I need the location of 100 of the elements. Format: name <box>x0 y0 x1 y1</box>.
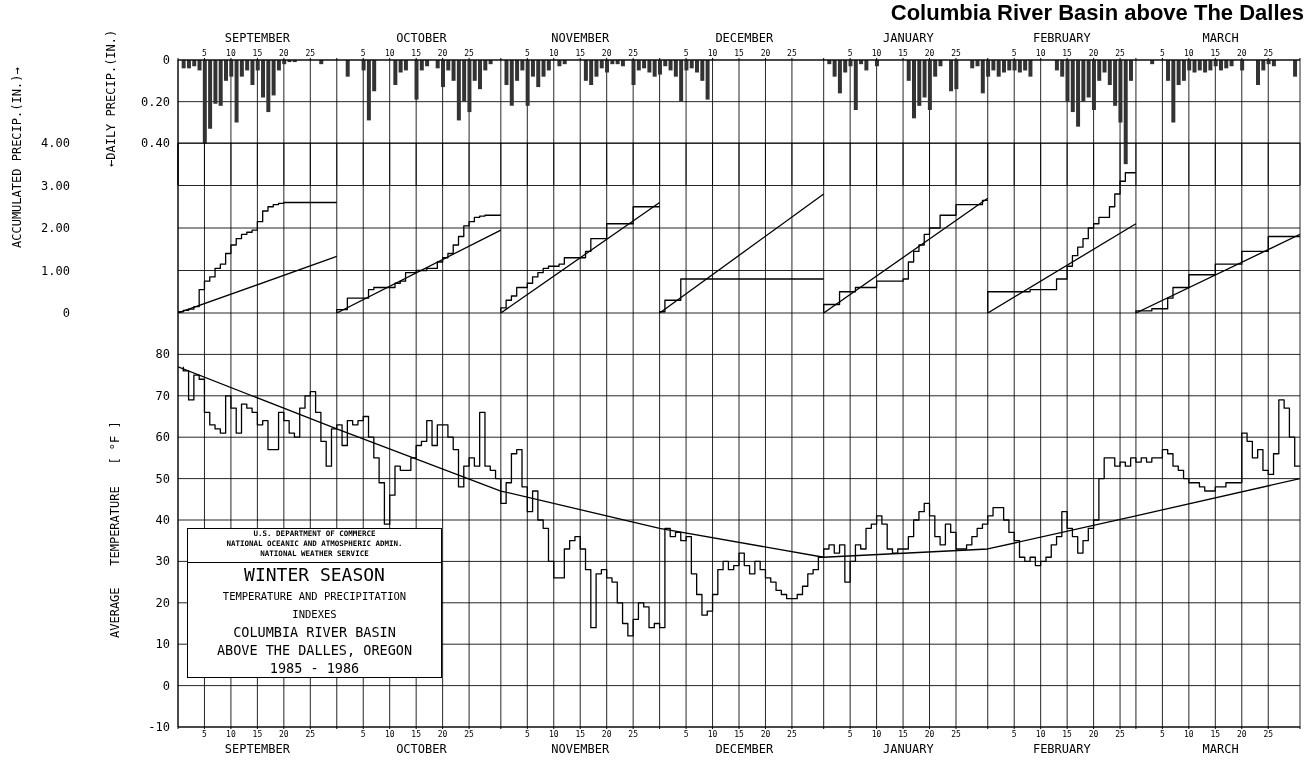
y-tick-label: 0 <box>162 678 170 693</box>
x-tick-label: 5 <box>683 729 689 739</box>
x2-tick-label: NOVEMBER <box>550 31 611 45</box>
x-tick-label: 5 <box>1159 49 1165 58</box>
x-tick-label: 20 <box>760 729 771 739</box>
y-tick-label: 1.00 <box>41 263 70 278</box>
annotation: ABOVE THE DALLES, OREGON <box>215 641 414 659</box>
x-tick-label: 25 <box>951 729 961 739</box>
x-tick-label: 25 <box>1115 49 1126 58</box>
x-tick-label: 20 <box>437 729 448 739</box>
y-tick-label: 0.20 <box>141 94 170 109</box>
x-tick-label: 25 <box>787 49 797 58</box>
x2-tick-label: JANUARY <box>882 742 935 756</box>
x-tick-label: 20 <box>760 49 771 58</box>
x-tick-label: 20 <box>279 729 289 739</box>
annotation: TEMPERATURE AND PRECIPITATION <box>221 589 408 604</box>
x-tick-label: 5 <box>202 729 208 739</box>
x2-tick-label: OCTOBER <box>395 742 448 756</box>
x-tick-label: 5 <box>202 49 208 58</box>
x-tick-label: 20 <box>601 729 612 739</box>
x-tick-label: 5 <box>360 729 366 739</box>
x2-tick-label: MARCH <box>1201 742 1240 756</box>
x-tick-label: 25 <box>464 729 475 739</box>
annotation: WINTER SEASON <box>243 563 386 587</box>
x2-tick-label: MARCH <box>1201 31 1240 45</box>
x2-tick-label: OCTOBER <box>395 31 448 45</box>
x-tick-label: 15 <box>1210 49 1221 58</box>
y-tick-label: 40 <box>155 513 170 527</box>
x-tick-label: 20 <box>279 49 289 58</box>
y-axis-title: ←DAILY PRECIP.(IN.) <box>104 28 119 169</box>
y-tick-label: 70 <box>155 388 170 403</box>
x-tick-label: 5 <box>1159 729 1165 739</box>
x-tick-label: 25 <box>464 49 475 58</box>
y-tick-label: 3.00 <box>41 178 70 193</box>
y-tick-label: 20 <box>155 595 170 610</box>
x-tick-label: 20 <box>1236 729 1247 739</box>
x-tick-label: 15 <box>252 729 263 739</box>
y-tick-label: 80 <box>155 347 170 362</box>
x-tick-label: 15 <box>1062 729 1073 739</box>
x-tick-label: 10 <box>384 49 395 58</box>
y-tick-label: 0.40 <box>141 136 170 151</box>
annotation: COLUMBIA RIVER BASIN <box>232 623 397 641</box>
y-tick-label: 10 <box>155 637 170 652</box>
y-tick-label: 60 <box>155 430 170 445</box>
x-tick-label: 25 <box>305 729 316 739</box>
x-tick-label: 5 <box>1011 729 1017 739</box>
y-tick-label: 0 <box>62 306 70 320</box>
x2-tick-label: SEPTEMBER <box>223 742 291 756</box>
annotation: 1985 - 1986 <box>268 659 361 677</box>
x-tick-label: 10 <box>707 49 718 58</box>
x-tick-label: 5 <box>524 729 530 739</box>
x-tick-label: 20 <box>601 49 612 58</box>
x-tick-label: 15 <box>575 729 586 739</box>
x-tick-label: 25 <box>1263 729 1274 739</box>
y-axis-title: AVERAGE TEMPERATURE [ °F ] <box>108 420 123 641</box>
x-tick-label: 20 <box>1088 729 1099 739</box>
x-tick-label: 25 <box>628 49 639 58</box>
x-tick-label: 25 <box>628 729 639 739</box>
x2-tick-label: FEBRUARY <box>1031 31 1092 45</box>
x-tick-label: 5 <box>1011 49 1017 58</box>
x2-tick-label: FEBRUARY <box>1031 742 1092 756</box>
x2-tick-label: DECEMBER <box>714 31 775 45</box>
x-tick-label: 15 <box>411 49 422 58</box>
x-tick-label: 10 <box>548 729 559 739</box>
x-tick-label: 10 <box>226 49 236 58</box>
y-tick-label: 50 <box>155 471 170 486</box>
x-tick-label: 5 <box>847 729 853 739</box>
x-tick-label: 15 <box>575 49 586 58</box>
x-tick-label: 15 <box>734 729 744 739</box>
x-tick-label: 5 <box>683 49 689 58</box>
x-tick-label: 15 <box>1210 729 1221 739</box>
x-tick-label: 5 <box>524 49 530 58</box>
x-tick-label: 10 <box>1184 49 1194 58</box>
x-tick-label: 25 <box>787 729 797 739</box>
x-tick-label: 25 <box>1263 49 1274 58</box>
x-tick-label: 5 <box>360 49 366 58</box>
x-tick-label: 20 <box>1236 49 1247 58</box>
x-tick-label: 10 <box>226 729 236 739</box>
x-tick-label: 10 <box>548 49 559 58</box>
x-tick-label: 25 <box>305 49 316 58</box>
x-tick-label: 20 <box>1088 49 1099 58</box>
x-tick-label: 20 <box>924 729 935 739</box>
x-tick-label: 15 <box>411 729 422 739</box>
y-tick-label: 0 <box>162 53 170 67</box>
x2-tick-label: SEPTEMBER <box>223 31 291 45</box>
x-tick-label: 15 <box>734 49 744 58</box>
x-tick-label: 25 <box>951 49 961 58</box>
x-tick-label: 10 <box>1184 729 1194 739</box>
x2-tick-label: JANUARY <box>882 31 935 45</box>
y-tick-label: 4.00 <box>41 136 70 150</box>
x-tick-label: 10 <box>707 729 718 739</box>
x-tick-label: 20 <box>437 49 448 58</box>
annotation: INDEXES <box>291 607 338 622</box>
x-tick-label: 10 <box>871 49 882 58</box>
y-axis-title: ACCUMULATED PRECIP.(IN.)→ <box>10 66 25 251</box>
x-tick-label: 15 <box>898 729 909 739</box>
x-tick-label: 10 <box>1035 49 1046 58</box>
x2-tick-label: NOVEMBER <box>550 742 611 756</box>
x2-tick-label: DECEMBER <box>714 742 775 756</box>
x-tick-label: 20 <box>924 49 935 58</box>
